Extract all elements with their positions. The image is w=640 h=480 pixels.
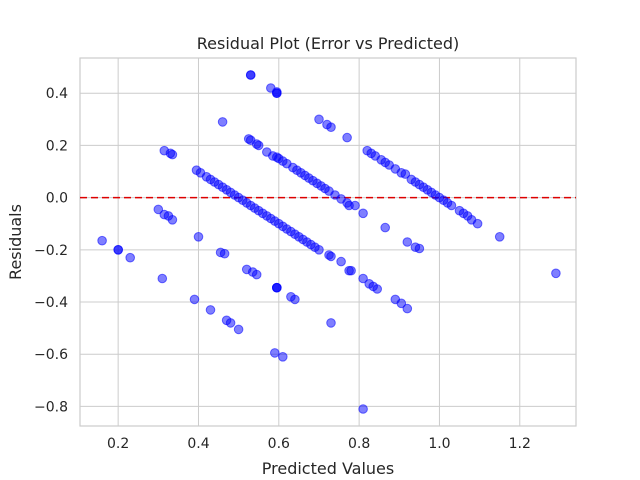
- data-point: [402, 237, 413, 247]
- data-point: [326, 122, 336, 132]
- data-point: [358, 404, 368, 414]
- x-axis-label: Predicted Values: [262, 459, 394, 478]
- x-tick-label: 1.0: [428, 436, 450, 452]
- data-point: [314, 245, 324, 255]
- data-point: [350, 200, 360, 211]
- x-tick-label: 0.2: [107, 436, 129, 452]
- data-point: [342, 132, 352, 143]
- data-point: [551, 268, 561, 279]
- x-gridlines: [117, 58, 521, 426]
- data-point: [494, 232, 505, 242]
- data-point: [97, 235, 107, 246]
- data-point: [272, 282, 282, 293]
- data-point: [358, 273, 368, 284]
- data-point: [253, 140, 264, 151]
- data-point: [472, 218, 483, 229]
- data-point: [336, 256, 346, 267]
- plot-area: [79, 57, 577, 427]
- y-tick-label: 0.2: [46, 138, 68, 154]
- data-point: [396, 298, 407, 309]
- data-point: [113, 245, 123, 255]
- data-points: [97, 70, 561, 414]
- data-point: [380, 222, 391, 233]
- data-point: [326, 251, 336, 262]
- x-tick-label: 0.4: [187, 436, 209, 452]
- data-point: [446, 200, 457, 211]
- chart-title: Residual Plot (Error vs Predicted): [197, 34, 459, 53]
- y-tick-label: −0.2: [34, 243, 68, 259]
- data-point: [402, 303, 413, 314]
- data-point: [157, 273, 168, 284]
- y-axis-label: Residuals: [6, 204, 25, 280]
- x-tick-label: 0.6: [268, 436, 290, 452]
- y-tick-label: −0.8: [34, 399, 68, 415]
- data-point: [314, 114, 324, 125]
- data-point: [193, 232, 204, 242]
- data-point: [372, 284, 383, 294]
- data-point: [205, 305, 216, 315]
- x-tick-label: 0.8: [348, 436, 370, 452]
- data-point: [217, 117, 228, 127]
- x-tick-label: 1.2: [509, 436, 531, 452]
- y-tick-label: −0.4: [34, 295, 68, 311]
- data-point: [153, 204, 164, 215]
- data-point: [278, 352, 288, 362]
- data-point: [189, 294, 200, 305]
- y-tick-label: −0.6: [34, 347, 68, 363]
- y-tick-label: 0.0: [46, 191, 68, 207]
- data-point: [233, 324, 244, 335]
- data-point: [290, 294, 300, 305]
- data-point: [251, 269, 262, 280]
- data-point: [326, 318, 336, 328]
- data-point: [167, 215, 178, 225]
- data-point: [272, 88, 282, 98]
- y-tick-label: 0.4: [46, 86, 68, 102]
- data-point: [219, 248, 230, 259]
- data-point: [346, 265, 356, 276]
- x-tick-labels: 0.2 0.4 0.6 0.8 1.0 1.2: [107, 436, 531, 452]
- data-point: [400, 169, 411, 179]
- data-point: [270, 348, 280, 358]
- data-point: [358, 208, 368, 219]
- data-point: [225, 318, 236, 328]
- data-point: [245, 70, 256, 80]
- y-tick-labels: −0.8 −0.6 −0.4 −0.2 0.0 0.2 0.4: [34, 86, 68, 415]
- data-point: [167, 149, 178, 160]
- data-point: [414, 243, 425, 254]
- data-point: [125, 252, 135, 263]
